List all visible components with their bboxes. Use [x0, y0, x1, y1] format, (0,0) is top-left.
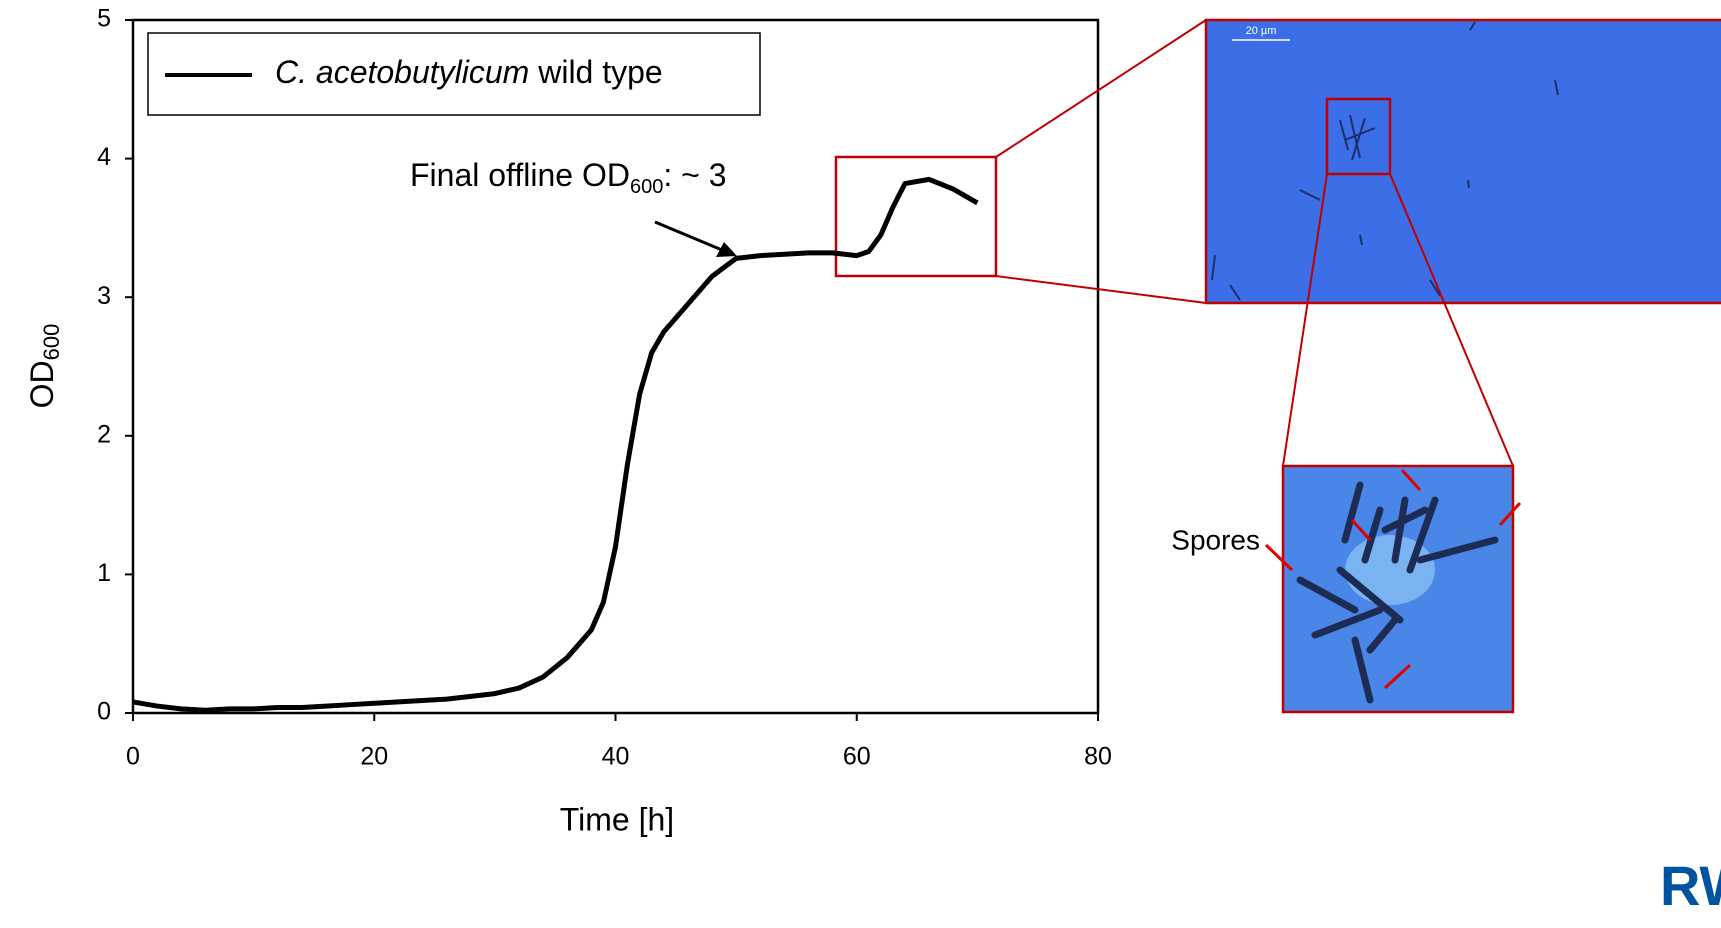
logo: RWTH: [1660, 854, 1721, 917]
annotation-arrowhead: [716, 242, 737, 257]
y-tick-label: 5: [97, 5, 111, 33]
y-tick-label: 4: [97, 143, 111, 171]
plot-frame: [131, 18, 1100, 715]
zoom-line: [995, 275, 1207, 304]
spores-label: Spores: [1171, 524, 1260, 555]
scale-bar-label: 20 µm: [1246, 25, 1277, 37]
y-title-sub: 600: [39, 324, 64, 361]
annotation-arrow: [654, 220, 723, 252]
zoom-line: [995, 19, 1207, 158]
y-tick-label: 0: [97, 698, 111, 726]
y-axis-title: OD600: [24, 324, 63, 409]
zoom-box: [834, 155, 998, 278]
micrograph: [1204, 18, 1721, 305]
annotation-suffix: : ~ 3: [663, 157, 726, 193]
series-line: [132, 176, 979, 713]
x-axis-title: Time [h]: [560, 801, 674, 837]
y-tick-label: 1: [97, 559, 111, 587]
zoom-line: [1389, 173, 1514, 467]
zoom-box: [1325, 97, 1392, 176]
y-tick-label: 2: [97, 420, 111, 448]
cells: [1211, 21, 1559, 301]
x-tick-label: 20: [360, 743, 388, 771]
y-tick-label: 3: [97, 282, 111, 310]
cells: [1296, 481, 1499, 704]
x-tick-label: 40: [602, 743, 630, 771]
x-tick-label: 60: [843, 743, 871, 771]
legend-italic: C. acetobutylicum: [275, 54, 529, 90]
zoom-line: [1282, 173, 1328, 467]
x-tick-label: 80: [1084, 743, 1112, 771]
annotation: Final offline OD600: ~ 3: [410, 157, 726, 198]
legend-label: C. acetobutylicum wild type: [275, 54, 663, 90]
x-tick-label: 0: [126, 743, 140, 771]
annotation-text: Final offline OD: [410, 157, 630, 193]
y-title-text: OD: [24, 360, 60, 408]
spore-arrows: [1264, 468, 1522, 690]
annotation-sub: 600: [630, 176, 663, 198]
legend-text: wild type: [537, 54, 663, 90]
